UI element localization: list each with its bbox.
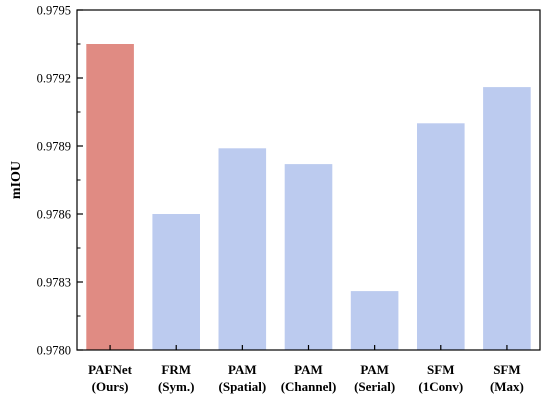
y-tick-label: 0.9795 — [37, 4, 71, 18]
x-category-label-line: PAFNet — [88, 362, 132, 377]
bar-5 — [417, 123, 465, 350]
x-category-label-0: PAFNet (Ours) — [88, 362, 132, 394]
y-axis-title: mIOU — [9, 161, 24, 199]
x-category-label-1: FRM (Sym.) — [158, 362, 194, 394]
y-tick-label: 0.9783 — [37, 276, 71, 290]
x-category-label-line: (Max) — [490, 379, 524, 394]
bar-1 — [152, 214, 200, 350]
x-category-label-line: PAM — [360, 362, 389, 377]
y-tick-label: 0.9786 — [37, 208, 71, 222]
x-category-label-line: (Channel) — [281, 379, 337, 394]
x-category-label-line: PAM — [294, 362, 323, 377]
x-category-label-4: PAM (Serial) — [354, 362, 395, 394]
bar-6 — [483, 87, 531, 350]
y-tick-label: 0.9789 — [37, 140, 71, 154]
x-category-label-line: SFM — [427, 362, 454, 377]
x-category-label-line: SFM — [493, 362, 520, 377]
x-category-label-line: (Serial) — [354, 379, 395, 394]
x-category-label-line: (Sym.) — [158, 379, 194, 394]
x-category-label-line: (1Conv) — [418, 379, 463, 394]
x-category-label-2: PAM (Spatial) — [219, 362, 267, 394]
x-category-label-line: FRM — [161, 362, 191, 377]
x-labels-group: PAFNet (Ours) FRM (Sym.) PAM (Spatial) PAM (Cha… — [88, 345, 524, 394]
y-ticks-group: 0.9780 0.9783 0.9786 0.9789 0.9792 0.9795 — [37, 4, 83, 358]
x-category-label-line: PAM — [228, 362, 257, 377]
y-tick-label: 0.9780 — [37, 344, 71, 358]
bar-4 — [350, 291, 399, 350]
bar-0 — [86, 44, 134, 350]
x-category-label-line: (Ours) — [92, 379, 129, 394]
bar-3 — [284, 164, 333, 350]
x-category-label-line: (Spatial) — [219, 379, 267, 394]
bars-group — [86, 44, 531, 350]
x-category-label-3: PAM (Channel) — [281, 362, 337, 394]
x-category-label-6: SFM (Max) — [490, 362, 524, 394]
bar-2 — [218, 148, 267, 350]
y-tick-label: 0.9792 — [37, 72, 71, 86]
x-category-label-5: SFM (1Conv) — [418, 362, 463, 394]
